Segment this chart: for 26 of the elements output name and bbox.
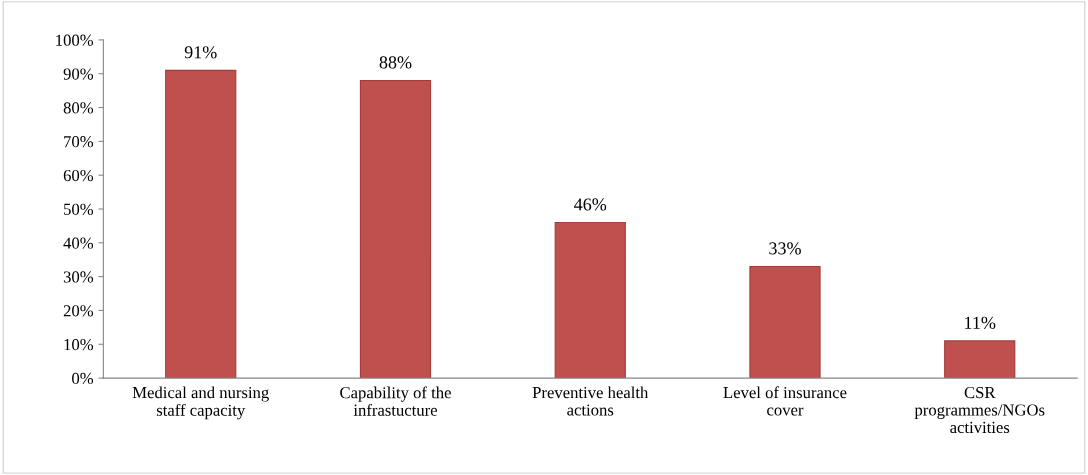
y-tick-label: 90%: [63, 68, 94, 80]
data-label: 91%: [184, 46, 217, 59]
bar: [554, 221, 626, 379]
y-tick-label: 80%: [63, 102, 94, 114]
y-tick-label: 0%: [72, 372, 94, 385]
x-tick-label: Capability of the infrastucture: [340, 386, 451, 416]
x-tick-label: Preventive health actions: [532, 386, 649, 416]
y-tick-label: 20%: [63, 305, 94, 317]
y-tick-label: 60%: [63, 169, 94, 182]
data-label: 46%: [574, 198, 607, 211]
bar: [749, 265, 821, 379]
y-tick-label: 30%: [63, 271, 94, 283]
bar: [359, 79, 432, 379]
y-tick-label: 40%: [63, 237, 94, 249]
y-tick-label: 70%: [64, 136, 94, 148]
bar: [165, 69, 237, 379]
x-tick-label: CSR programmes/NGOs activities: [914, 386, 1045, 434]
y-tick-label: 10%: [64, 338, 94, 351]
data-label: 11%: [965, 316, 996, 329]
x-tick-label: Medical and nursing staff capacity: [132, 386, 269, 420]
y-tick-label: 100%: [56, 34, 94, 46]
data-label: 88%: [379, 56, 412, 69]
y-tick-label: 50%: [64, 203, 94, 215]
bar: [944, 340, 1016, 379]
x-tick-label: Level of insurance cover: [723, 386, 847, 416]
data-label: 33%: [769, 242, 801, 255]
